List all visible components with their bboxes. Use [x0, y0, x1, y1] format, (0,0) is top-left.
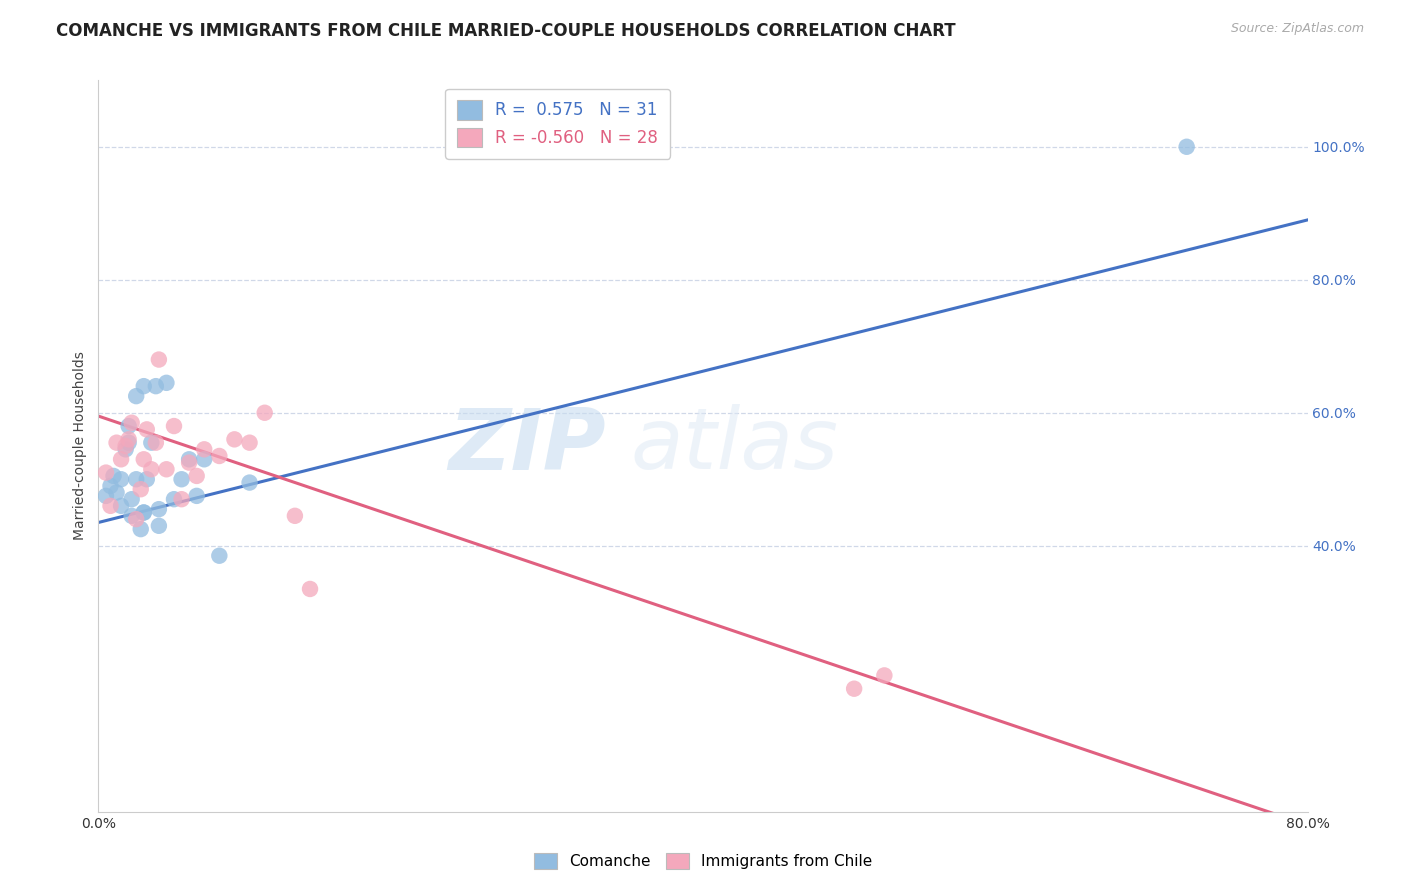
Point	[105, 485, 128, 500]
Point	[125, 472, 148, 486]
Point	[105, 435, 128, 450]
Point	[145, 379, 167, 393]
Point	[132, 379, 155, 393]
Point	[224, 433, 246, 447]
Point	[121, 508, 143, 523]
Point	[873, 668, 896, 682]
Point	[170, 472, 193, 486]
Point	[121, 416, 143, 430]
Point	[118, 435, 141, 450]
Point	[103, 469, 125, 483]
Point	[253, 406, 276, 420]
Text: ZIP: ZIP	[449, 404, 606, 488]
Point	[145, 435, 167, 450]
Point	[141, 462, 163, 476]
Point	[1175, 140, 1198, 154]
Point	[299, 582, 322, 596]
Point	[186, 469, 208, 483]
Point	[129, 482, 152, 496]
Point	[284, 508, 307, 523]
Point	[94, 466, 117, 480]
Point	[135, 472, 157, 486]
Point	[170, 492, 193, 507]
Point	[118, 433, 141, 447]
Point	[155, 462, 177, 476]
Point	[186, 489, 208, 503]
Point	[208, 449, 231, 463]
Point	[844, 681, 866, 696]
Point	[179, 456, 201, 470]
Point	[114, 439, 136, 453]
Point	[148, 352, 170, 367]
Text: COMANCHE VS IMMIGRANTS FROM CHILE MARRIED-COUPLE HOUSEHOLDS CORRELATION CHART: COMANCHE VS IMMIGRANTS FROM CHILE MARRIE…	[56, 22, 956, 40]
Point	[135, 422, 157, 436]
Point	[110, 472, 132, 486]
Point	[100, 479, 122, 493]
Point	[132, 506, 155, 520]
Point	[94, 489, 117, 503]
Point	[163, 419, 186, 434]
Point	[132, 506, 155, 520]
Point	[208, 549, 231, 563]
Point	[114, 442, 136, 457]
Point	[148, 502, 170, 516]
Point	[163, 492, 186, 507]
Legend: Comanche, Immigrants from Chile: Comanche, Immigrants from Chile	[527, 847, 879, 875]
Point	[110, 499, 132, 513]
Point	[100, 499, 122, 513]
Text: atlas: atlas	[630, 404, 838, 488]
Point	[239, 435, 262, 450]
Point	[129, 522, 152, 536]
Text: Source: ZipAtlas.com: Source: ZipAtlas.com	[1230, 22, 1364, 36]
Point	[125, 512, 148, 526]
Y-axis label: Married-couple Households: Married-couple Households	[73, 351, 87, 541]
Point	[239, 475, 262, 490]
Point	[179, 452, 201, 467]
Point	[193, 452, 215, 467]
Point	[118, 419, 141, 434]
Point	[148, 518, 170, 533]
Point	[193, 442, 215, 457]
Point	[110, 452, 132, 467]
Point	[125, 389, 148, 403]
Point	[121, 492, 143, 507]
Point	[155, 376, 177, 390]
Point	[141, 435, 163, 450]
Point	[132, 452, 155, 467]
Legend: R =  0.575   N = 31, R = -0.560   N = 28: R = 0.575 N = 31, R = -0.560 N = 28	[446, 88, 669, 159]
